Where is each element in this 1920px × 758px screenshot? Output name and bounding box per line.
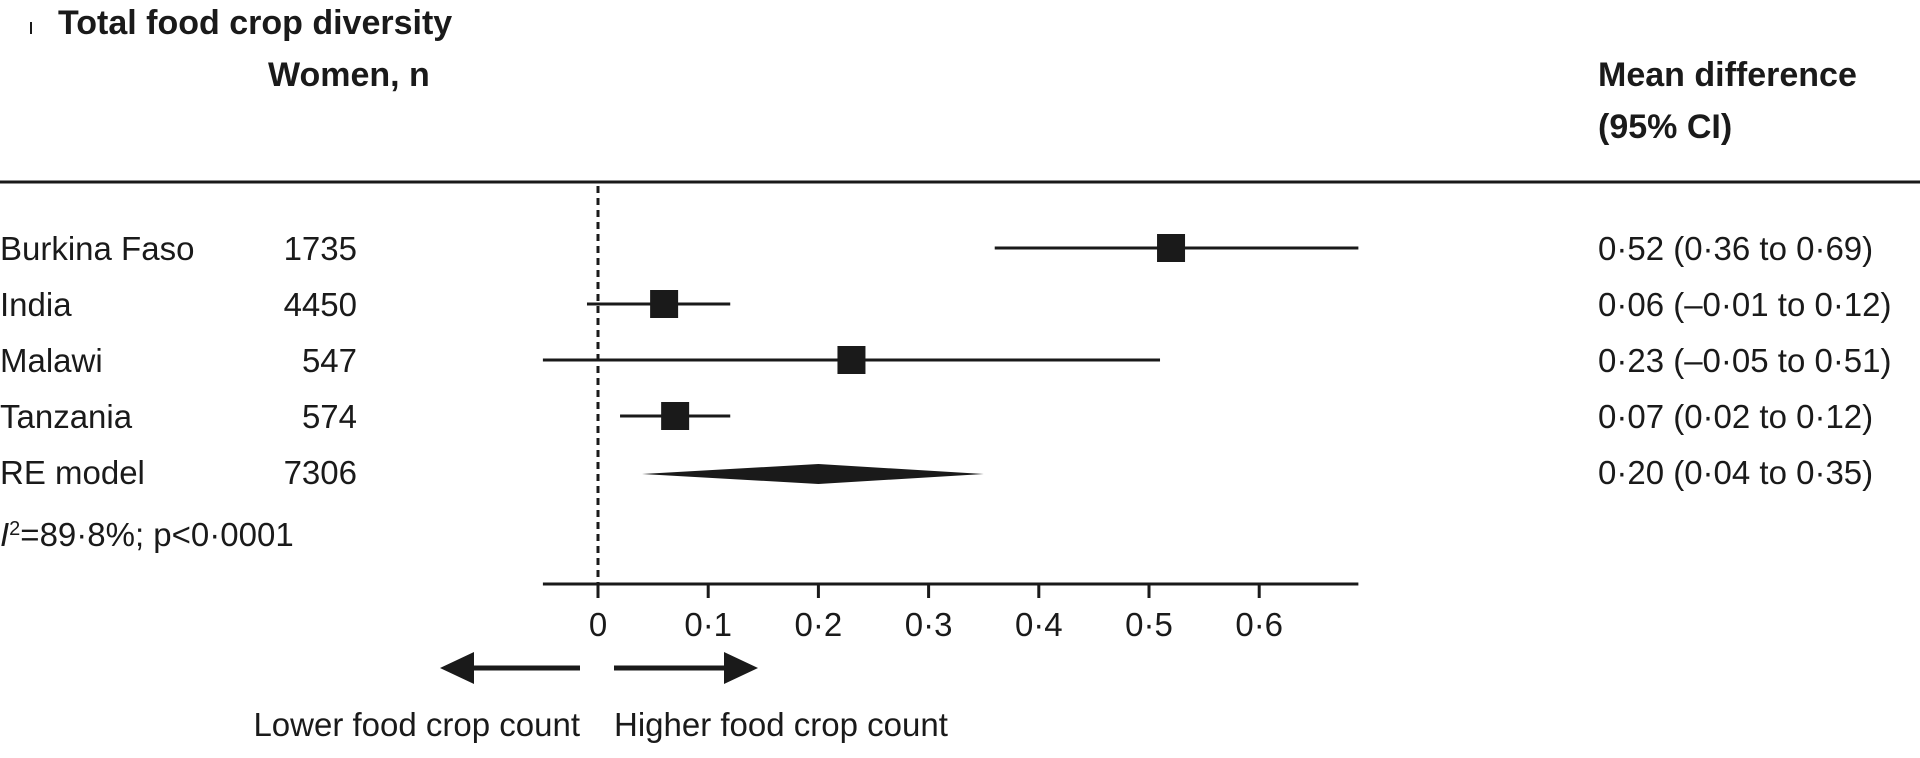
header-corner-mark — [30, 22, 32, 34]
chart-title: Total food crop diversity — [58, 4, 452, 42]
heterogeneity-stat: I2=89·8%; p<0·0001 — [0, 516, 294, 553]
x-axis-tick-label: 0·5 — [1125, 606, 1173, 643]
lower-arrow-label: Lower food crop count — [253, 706, 580, 743]
study-effect-label: 0·07 (0·02 to 0·12) — [1598, 398, 1873, 435]
study-effect-label: 0·23 (–0·05 to 0·51) — [1598, 342, 1892, 379]
plot-area: 0 0·1 0·2 0·3 0·4 0·5 0·6 — [542, 186, 1359, 643]
lower-arrow-head — [440, 652, 474, 684]
point-estimate-square — [1157, 234, 1186, 262]
x-axis-tick-label: 0 — [589, 606, 607, 643]
study-name: Tanzania — [0, 398, 133, 435]
study-row: Burkina Faso 1735 0·52 (0·36 to 0·69) — [0, 230, 1873, 267]
study-row: Malawi 547 0·23 (–0·05 to 0·51) — [0, 342, 1892, 379]
x-axis-tick-label: 0·1 — [684, 606, 732, 643]
point-estimate-square — [837, 346, 866, 374]
study-n: 4450 — [284, 286, 357, 323]
effect-header-line1: Mean difference — [1598, 56, 1857, 94]
pooled-effect-label: 0·20 (0·04 to 0·35) — [1598, 454, 1873, 491]
study-n: 1735 — [284, 230, 357, 267]
study-effect-label: 0·06 (–0·01 to 0·12) — [1598, 286, 1892, 323]
point-estimate-square — [661, 402, 690, 430]
study-row: Tanzania 574 0·07 (0·02 to 0·12) — [0, 398, 1873, 435]
pooled-diamond — [642, 464, 984, 484]
study-row: India 4450 0·06 (–0·01 to 0·12) — [0, 286, 1892, 323]
study-name: Malawi — [0, 342, 103, 379]
x-axis-tick-label: 0·3 — [905, 606, 953, 643]
pooled-n: 7306 — [284, 454, 357, 491]
study-rows: Burkina Faso 1735 0·52 (0·36 to 0·69) In… — [0, 230, 1892, 553]
direction-arrows: Lower food crop count Higher food crop c… — [253, 652, 948, 743]
heterogeneity-symbol: I — [0, 516, 9, 553]
higher-arrow-head — [724, 652, 758, 684]
effect-header-line2: (95% CI) — [1598, 108, 1732, 146]
pooled-row: RE model 7306 0·20 (0·04 to 0·35) — [0, 454, 1873, 491]
x-axis-tick-label: 0·4 — [1015, 606, 1063, 643]
n-column-header: Women, n — [268, 56, 430, 94]
study-name: India — [0, 286, 72, 323]
study-n: 547 — [302, 342, 357, 379]
x-axis-tick-label: 0·6 — [1235, 606, 1283, 643]
study-effect-label: 0·52 (0·36 to 0·69) — [1598, 230, 1873, 267]
pooled-name: RE model — [0, 454, 145, 491]
study-name: Burkina Faso — [0, 230, 194, 267]
heterogeneity-values: =89·8%; p<0·0001 — [20, 516, 293, 553]
higher-arrow-label: Higher food crop count — [614, 706, 948, 743]
heterogeneity-superscript: 2 — [9, 518, 20, 540]
x-axis-tick-label: 0·2 — [795, 606, 843, 643]
study-n: 574 — [302, 398, 357, 435]
point-estimate-square — [650, 290, 679, 318]
